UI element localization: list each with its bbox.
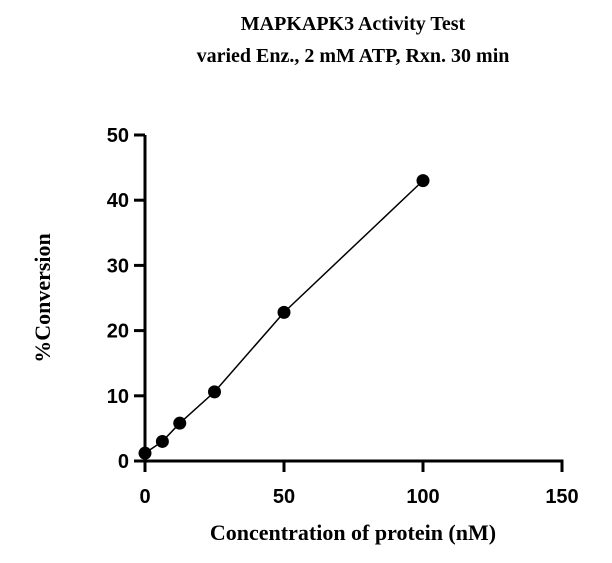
y-tick-label: 0 xyxy=(118,451,129,473)
y-tick-label: 50 xyxy=(107,125,129,147)
y-tick-label: 40 xyxy=(107,190,129,212)
chart-subtitle: varied Enz., 2 mM ATP, Rxn. 30 min xyxy=(197,45,510,67)
y-tick-label: 20 xyxy=(107,321,129,343)
y-tick-label: 10 xyxy=(107,386,129,408)
y-axis-label: %Conversion xyxy=(30,233,55,363)
y-tick-label: 30 xyxy=(107,255,129,277)
data-point xyxy=(277,305,291,319)
x-axis-label: Concentration of protein (nM) xyxy=(210,520,496,545)
data-point xyxy=(208,385,221,399)
x-tick-label: 0 xyxy=(139,486,150,508)
x-tick-label: 50 xyxy=(273,486,295,508)
chart-title: MAPKAPK3 Activity Test xyxy=(241,13,466,35)
data-point xyxy=(155,434,169,448)
data-point xyxy=(173,416,187,430)
data-point xyxy=(416,174,430,188)
x-tick-label: 100 xyxy=(406,486,439,508)
x-tick-label: 150 xyxy=(545,486,578,508)
data-point xyxy=(138,446,152,460)
plot-area: 0 10 20 30 40 50 0 50 100 150 xyxy=(107,125,579,508)
